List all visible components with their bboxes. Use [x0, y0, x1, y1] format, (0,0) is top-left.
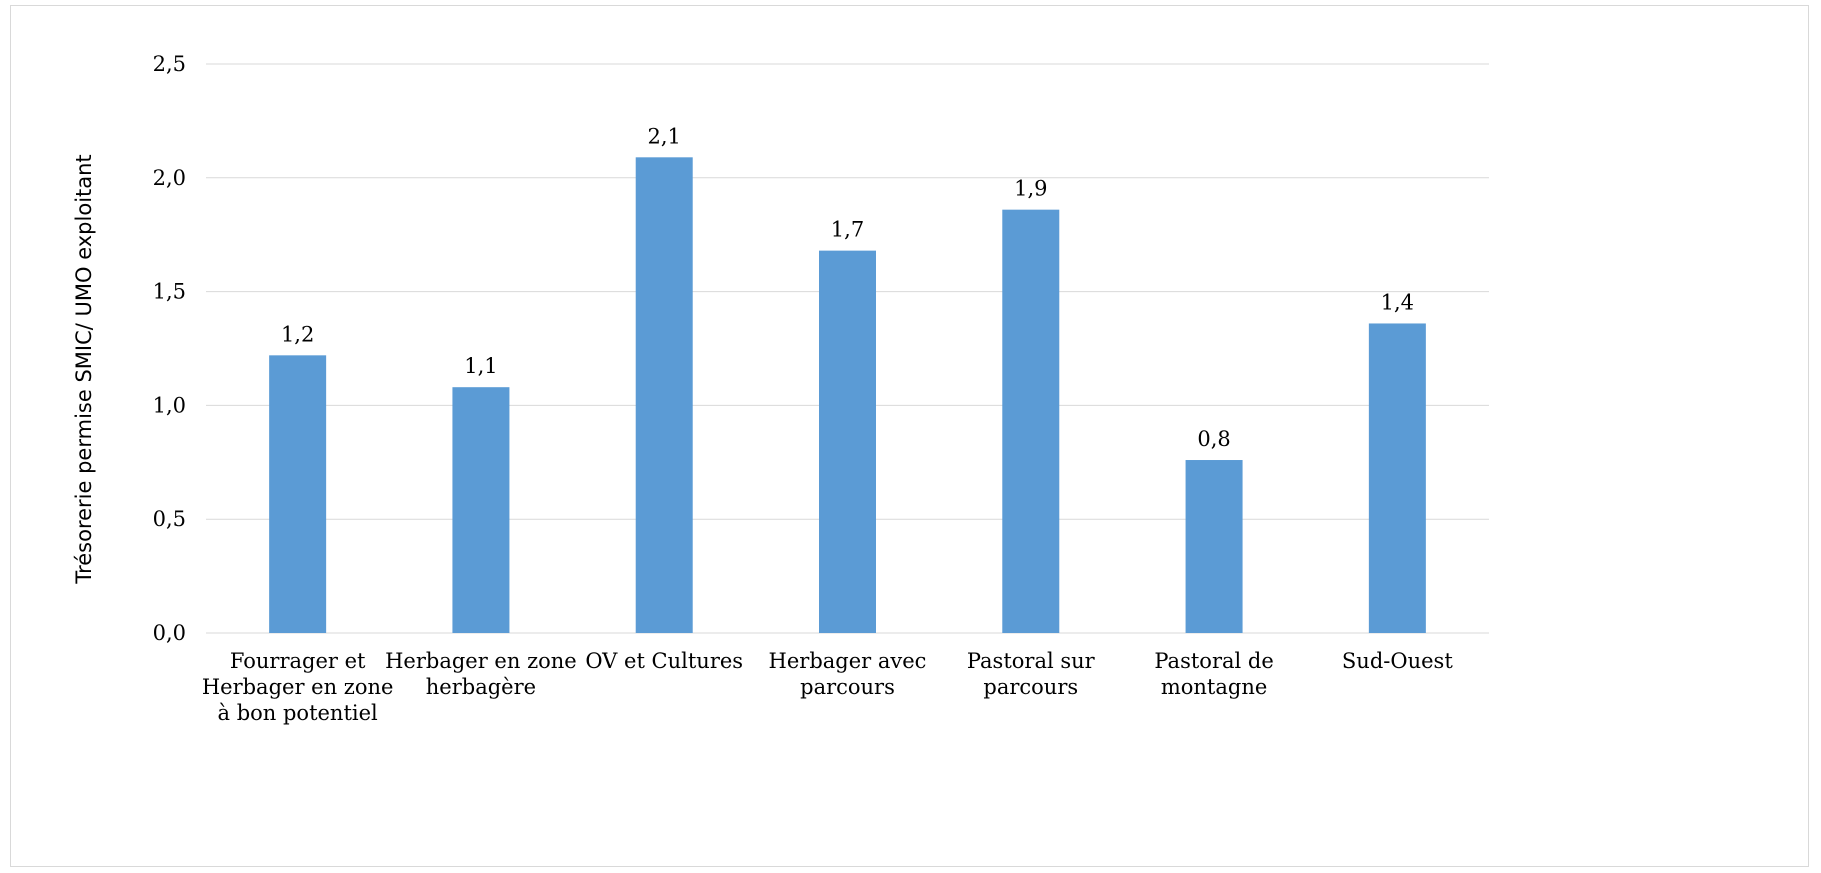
bar — [1185, 460, 1243, 633]
x-category-label: Herbager en zone — [202, 675, 394, 699]
y-tick-label: 1,5 — [153, 280, 186, 304]
x-category-label: Sud-Ouest — [1342, 649, 1453, 673]
x-category-label: à bon potentiel — [218, 701, 379, 725]
data-labels: 1,2 1,1 2,1 1,7 1,9 0,8 1,4 — [281, 124, 1414, 451]
data-label: 1,7 — [831, 218, 864, 242]
x-category-label: Herbager en zone — [385, 649, 577, 673]
bars — [269, 157, 1426, 634]
data-label: 2,1 — [648, 124, 681, 148]
x-category-label: montagne — [1161, 675, 1267, 699]
x-category-label: OV et Cultures — [585, 649, 743, 673]
bar — [1368, 323, 1426, 633]
x-category-label: herbagère — [426, 675, 536, 699]
bar-chart: 1,2 1,1 2,1 1,7 1,9 0,8 1,4 0,0 0,5 1,0 1,5 2,0 2,5… — [72, 52, 1489, 725]
data-label: 1,2 — [281, 322, 314, 346]
y-tick-label: 0,5 — [153, 507, 186, 531]
y-axis-ticks: 0,0 0,5 1,0 1,5 2,0 2,5 — [153, 52, 186, 645]
x-category-label: Fourrager et — [230, 649, 366, 673]
x-category-label: Herbager avec — [769, 649, 927, 673]
data-label: 1,1 — [464, 354, 497, 378]
y-axis-title: Trésorerie permise SMIC/ UMO exploitant — [72, 154, 96, 584]
y-tick-label: 2,0 — [153, 166, 186, 190]
bar — [819, 250, 876, 633]
bar — [1002, 209, 1060, 633]
x-category-label: Pastoral de — [1154, 649, 1273, 673]
y-tick-label: 1,0 — [153, 393, 186, 417]
bar — [269, 355, 327, 633]
data-label: 0,8 — [1197, 427, 1230, 451]
bar — [635, 157, 693, 634]
y-tick-label: 2,5 — [153, 52, 186, 76]
data-label: 1,4 — [1381, 290, 1414, 314]
x-category-label: parcours — [983, 675, 1078, 699]
y-tick-label: 0,0 — [153, 621, 186, 645]
bar — [452, 387, 510, 633]
chart-frame: 1,2 1,1 2,1 1,7 1,9 0,8 1,4 0,0 0,5 1,0 1,5 2,0 2,5… — [10, 5, 1809, 867]
x-category-label: Pastoral sur — [967, 649, 1096, 673]
x-category-label: parcours — [800, 675, 895, 699]
data-label: 1,9 — [1014, 177, 1047, 201]
